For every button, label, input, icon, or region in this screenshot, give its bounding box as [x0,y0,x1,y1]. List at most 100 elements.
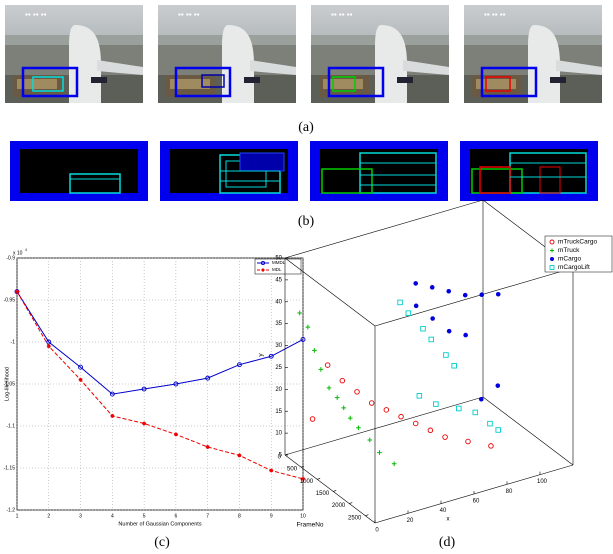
marker [429,285,435,290]
marker [416,393,423,399]
marker [456,405,462,412]
y-tick-label: 40 [275,299,282,305]
y-tick-label: -1 [11,339,16,345]
y-axis-label: y [258,353,265,357]
frame-tick-label: 1500 [316,491,330,497]
x-tick-label: 20 [407,518,414,524]
marker [413,303,419,309]
marker [463,332,468,338]
marker [347,415,353,421]
photo-2 [158,5,296,103]
x-tick-label: 5 [143,513,146,519]
x-axis-label: x [446,516,450,523]
photo-4 [464,5,602,103]
legend-box [544,235,613,273]
marker [383,407,390,413]
marker [442,434,448,440]
marker [495,427,501,433]
box-edge [482,396,574,466]
x-tick-label: 100 [537,479,548,485]
caption: (d) [439,535,456,550]
marker [356,425,361,431]
marker [318,367,324,372]
marker [472,409,479,416]
series-line [16,291,304,480]
x-tick-label: 4 [111,513,114,519]
marker [462,292,468,298]
scale-base: x 10 [13,250,23,256]
marker [334,395,340,400]
marker [443,352,449,358]
marker [339,377,346,384]
marker [312,348,317,353]
caption: (a) [298,120,314,135]
marker [488,443,494,449]
legend-marker [260,260,266,266]
legend-label: mCargoLift [558,264,590,271]
marker [495,383,501,388]
box-edge [284,396,484,456]
y-tick-label: 5 [279,453,283,459]
marker [110,413,115,418]
x-tick-label: 7 [206,513,209,519]
marker [268,353,274,359]
marker [237,453,242,458]
legend-label: MDL [272,267,282,272]
x-tick-label: 1 [16,513,19,519]
y-tick-label: 50 [275,256,282,262]
marker [109,391,115,397]
marker [479,292,485,298]
mask-4 [460,141,598,201]
marker [324,362,331,368]
plot-area [16,257,304,511]
legend-marker [261,268,265,272]
legend-marker [549,265,555,270]
marker [433,401,439,407]
marker [173,432,178,437]
marker [354,389,360,395]
marker [368,400,375,406]
y-tick-label: 15 [275,409,282,415]
x-tick-label: 9 [270,513,273,519]
marker [413,281,419,286]
caption: (c) [154,535,170,550]
marker [397,299,403,306]
marker [46,344,51,349]
marker [391,461,397,467]
tick [365,514,369,516]
x-tick-label: 6 [174,513,177,519]
x-tick-label: 40 [440,508,447,514]
y-tick-label: 25 [275,365,282,371]
legend-marker [550,257,554,261]
marker [46,339,52,345]
marker [309,416,316,422]
marker [269,468,274,473]
marker [301,476,305,481]
frame-tick-label: 500 [287,467,298,473]
tick [300,465,305,468]
legend-label: mTruckCargo [558,239,598,246]
marker [446,328,452,334]
marker [305,324,311,330]
legend-marker [549,239,555,245]
box-edge [284,257,376,327]
tick [333,490,337,492]
frame-tick-label: 0 [278,455,282,461]
mask-2 [160,141,298,201]
y-tick-label: -1.1 [6,423,15,429]
marker [78,364,84,370]
y-tick-label: -1.15 [4,465,16,471]
y-tick-label: -1.05 [4,381,16,387]
marker [398,413,404,420]
marker [15,289,19,294]
y-tick-label: 35 [275,321,282,327]
box-edge [284,454,376,524]
marker [236,362,242,368]
legend-label: mCargo [558,256,582,263]
y-tick-label: 10 [275,431,282,437]
photo-3 [311,5,449,103]
legend-label: mTruck [558,247,580,254]
mask-3 [310,141,448,201]
